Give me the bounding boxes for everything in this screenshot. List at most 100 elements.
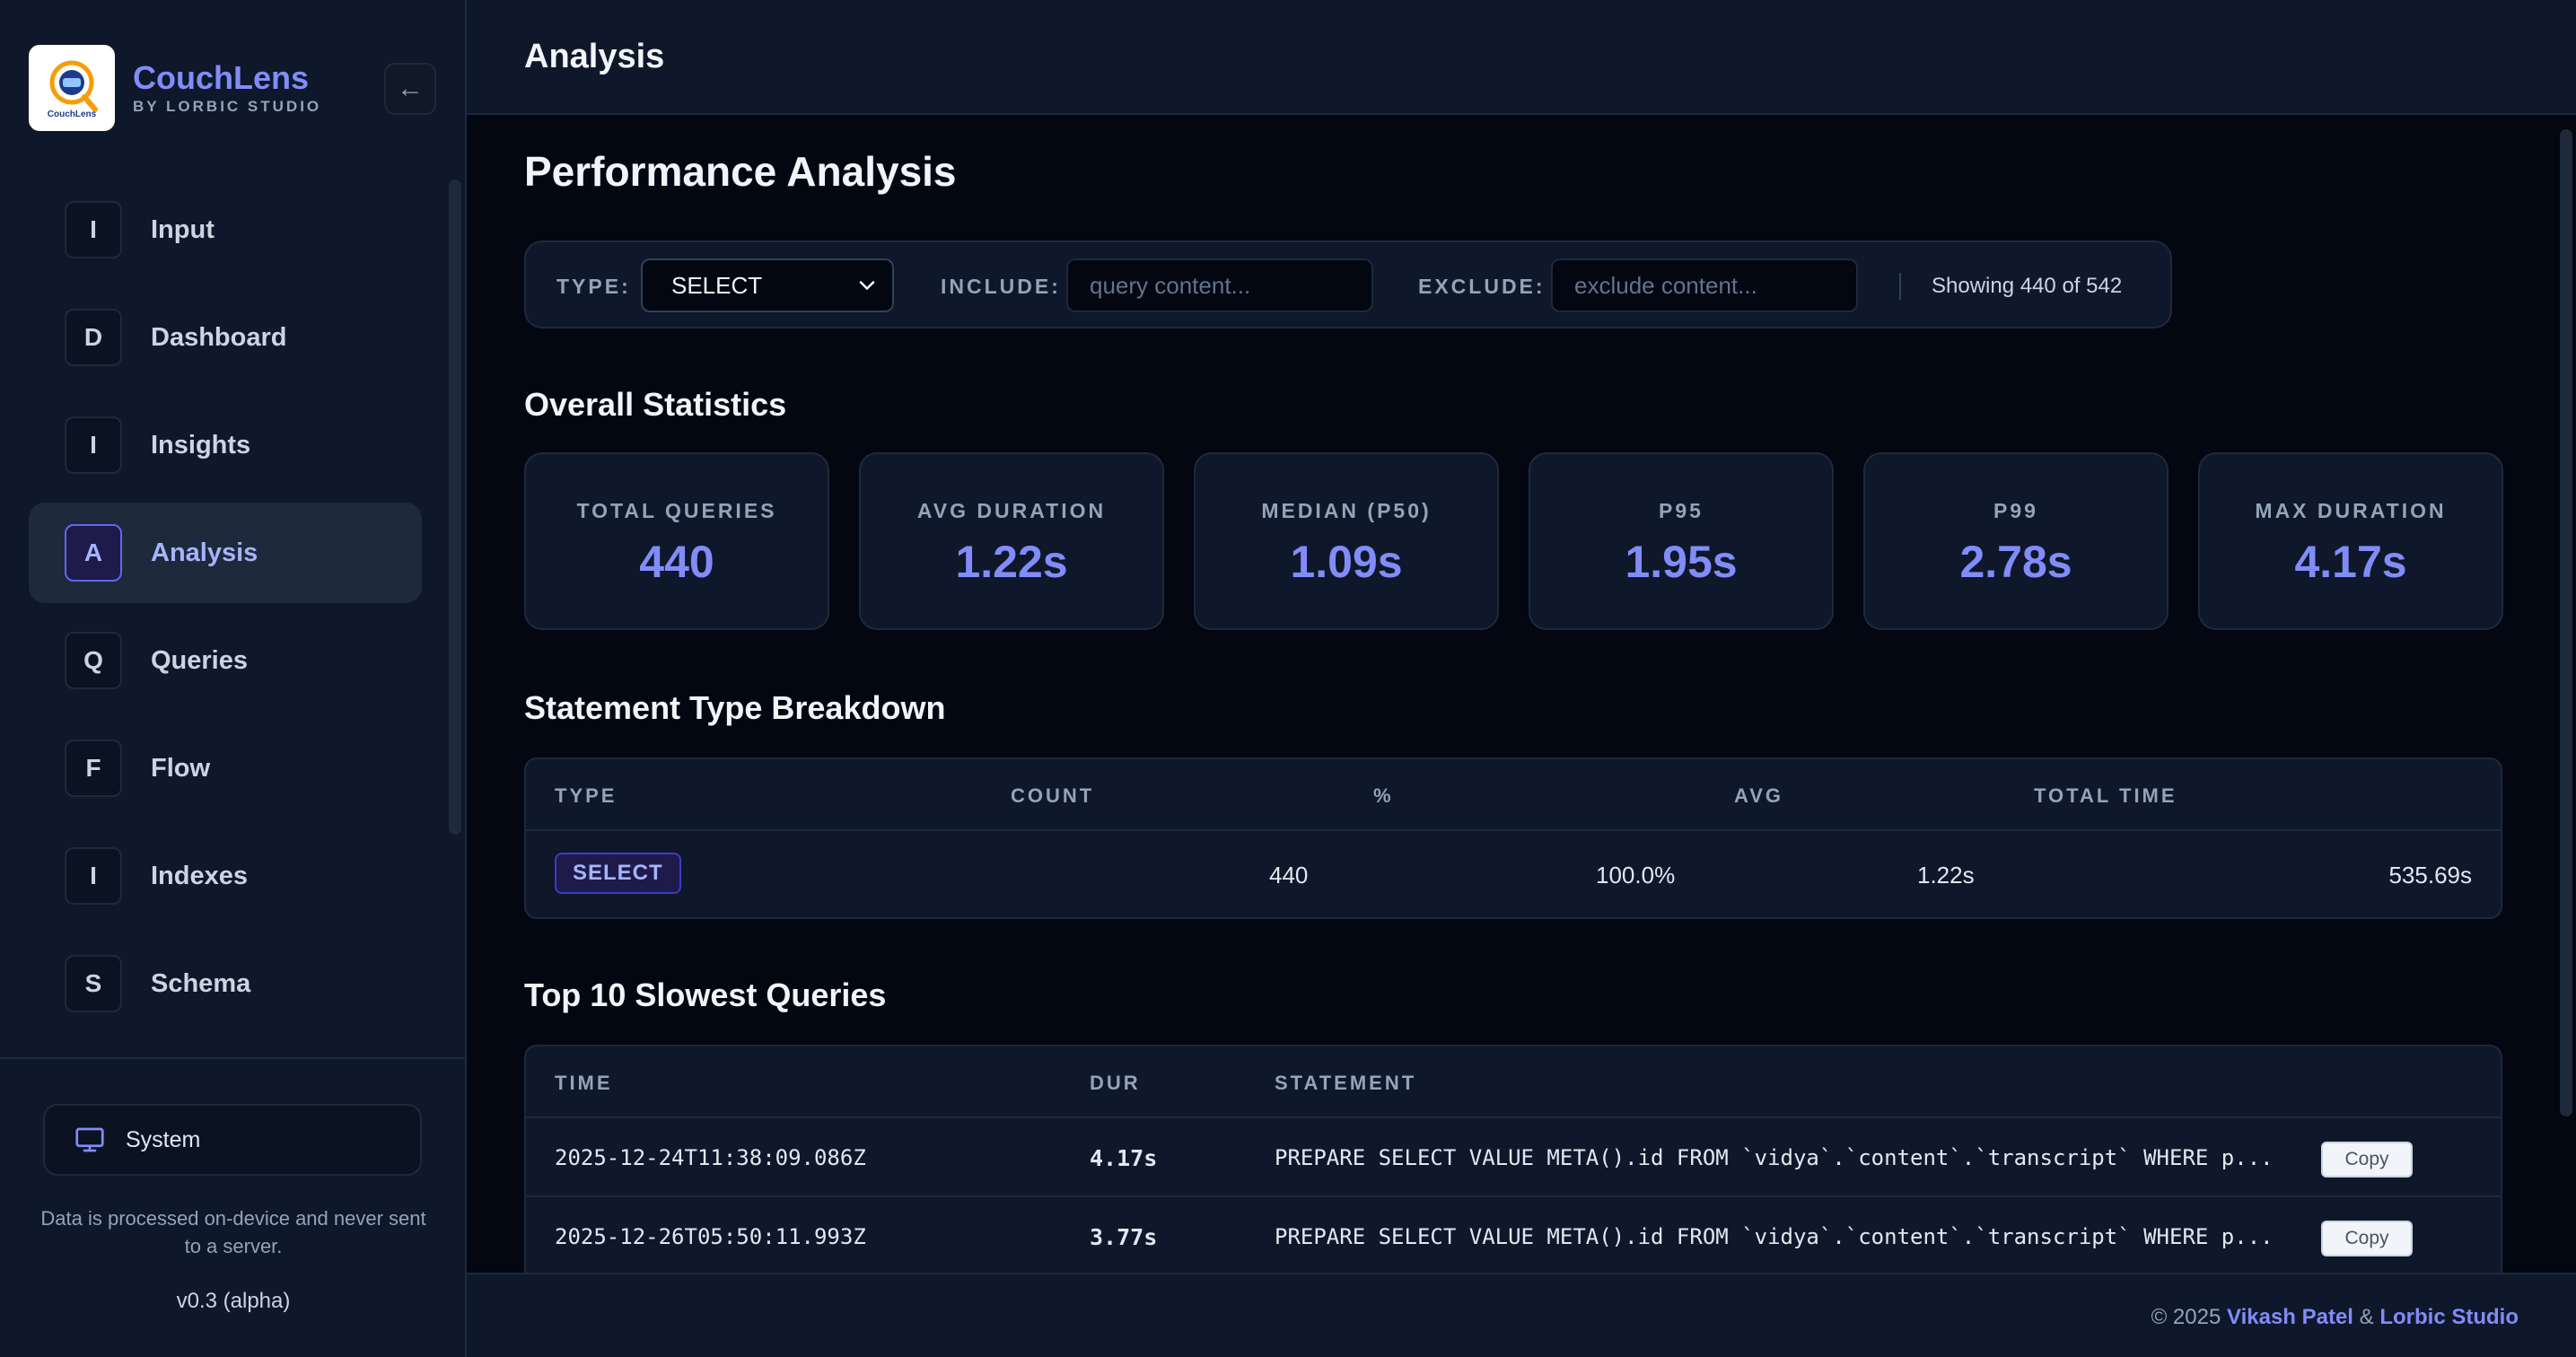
- sidebar-item-insights[interactable]: I Insights: [29, 395, 422, 495]
- monitor-icon: [75, 1127, 104, 1152]
- nav-label: Schema: [151, 968, 251, 998]
- type-filter-label: TYPE:: [556, 275, 631, 298]
- stat-value: 440: [639, 537, 714, 587]
- table-row: 2025-12-24T11:38:09.086Z 4.17s PREPARE SEL…: [526, 1118, 2501, 1197]
- nav-label: Insights: [151, 430, 251, 460]
- sidebar-nav: I Input D Dashboard I Insights A Analysis Q Queri…: [29, 179, 422, 1041]
- footer-credits: © 2025 Vikash Patel & Lorbic Studio: [2151, 1305, 2519, 1330]
- collapse-sidebar-button[interactable]: ←: [384, 63, 436, 115]
- query-duration: 4.17s: [1090, 1145, 1158, 1171]
- sidebar-item-indexes[interactable]: I Indexes: [29, 826, 422, 926]
- query-time: 2025-12-24T11:38:09.086Z: [555, 1145, 866, 1170]
- sidebar-item-analysis[interactable]: A Analysis: [29, 503, 422, 603]
- statement-type-badge: SELECT: [555, 853, 681, 894]
- table-row: 2025-12-26T05:50:11.993Z 3.77s PREPARE SEL…: [526, 1197, 2501, 1273]
- privacy-note: Data is processed on-device and never se…: [40, 1207, 426, 1257]
- col-type[interactable]: TYPE: [555, 784, 618, 807]
- copyright-text: © 2025: [2151, 1305, 2221, 1329]
- stat-label: P95: [1659, 499, 1704, 522]
- stat-card: P99 2.78s: [1863, 452, 2169, 630]
- arrow-left-icon: ←: [397, 74, 424, 103]
- stat-card: MEDIAN (P50) 1.09s: [1194, 452, 1499, 630]
- logo-text: CouchLens: [48, 109, 97, 119]
- ampersand: &: [2359, 1305, 2374, 1329]
- row-percent: 100.0%: [1596, 862, 1676, 889]
- type-filter-value: SELECT: [671, 271, 763, 299]
- type-filter-select[interactable]: SELECT: [641, 258, 894, 312]
- nav-label: Indexes: [151, 861, 248, 890]
- include-filter-input[interactable]: query content...: [1066, 258, 1373, 312]
- nav-badge: I: [65, 416, 122, 474]
- sidebar-scrollbar[interactable]: [449, 179, 461, 835]
- sidebar-item-schema[interactable]: S Schema: [29, 933, 422, 1034]
- exclude-filter-label: EXCLUDE:: [1418, 275, 1546, 298]
- theme-toggle-button[interactable]: System: [43, 1104, 422, 1176]
- include-placeholder: query content...: [1090, 271, 1251, 299]
- stat-value: 1.09s: [1290, 537, 1403, 587]
- col-total-time[interactable]: TOTAL TIME: [2034, 784, 2177, 807]
- row-total-time: 535.69s: [2388, 862, 2472, 889]
- stat-card: MAX DURATION 4.17s: [2198, 452, 2503, 630]
- exclude-placeholder: exclude content...: [1574, 271, 1757, 299]
- nav-badge: Q: [65, 632, 122, 689]
- nav-badge: I: [65, 201, 122, 258]
- breakdown-title: Statement Type Breakdown: [524, 689, 946, 726]
- col-duration[interactable]: DUR: [1090, 1072, 1141, 1094]
- nav-label: Input: [151, 214, 215, 244]
- sidebar-item-input[interactable]: I Input: [29, 179, 422, 280]
- result-count: Showing 440 of 542: [1932, 274, 2123, 298]
- stat-value: 2.78s: [1959, 537, 2072, 587]
- stat-label: MAX DURATION: [2255, 499, 2447, 522]
- studio-link[interactable]: Lorbic Studio: [2379, 1305, 2519, 1329]
- nav-badge: S: [65, 955, 122, 1012]
- query-statement: PREPARE SELECT VALUE META().id FROM `vid…: [1275, 1145, 2274, 1170]
- overall-stats-title: Overall Statistics: [524, 386, 787, 423]
- nav-badge: F: [65, 740, 122, 797]
- version-label: v0.3 (alpha): [176, 1289, 291, 1313]
- nav-label: Analysis: [151, 538, 258, 567]
- author-link[interactable]: Vikash Patel: [2227, 1305, 2353, 1329]
- filter-bar: TYPE: SELECT INCLUDE: query content... E…: [524, 241, 2172, 328]
- nav-badge: A: [65, 524, 122, 582]
- slowest-queries-title: Top 10 Slowest Queries: [524, 976, 887, 1013]
- query-time: 2025-12-26T05:50:11.993Z: [555, 1224, 866, 1249]
- col-count[interactable]: COUNT: [1011, 784, 1095, 807]
- chevron-down-icon: [859, 281, 875, 290]
- brand-text: CouchLens BY LORBIC STUDIO: [133, 60, 321, 116]
- brand: CouchLens CouchLens BY LORBIC STUDIO: [29, 45, 321, 131]
- header-title: Analysis: [524, 38, 665, 75]
- query-duration: 3.77s: [1090, 1224, 1158, 1250]
- stat-card: TOTAL QUERIES 440: [524, 452, 829, 630]
- nav-label: Dashboard: [151, 322, 287, 352]
- exclude-filter-input[interactable]: exclude content...: [1551, 258, 1858, 312]
- sidebar-item-dashboard[interactable]: D Dashboard: [29, 287, 422, 388]
- logo: CouchLens: [29, 45, 115, 131]
- sidebar: CouchLens CouchLens BY LORBIC STUDIO ← I…: [0, 0, 467, 1357]
- sidebar-item-flow[interactable]: F Flow: [29, 718, 422, 819]
- sidebar-item-queries[interactable]: Q Queries: [29, 610, 422, 711]
- copy-button[interactable]: Copy: [2321, 1142, 2413, 1178]
- stat-label: TOTAL QUERIES: [576, 499, 777, 522]
- copy-button[interactable]: Copy: [2321, 1221, 2413, 1256]
- stat-value: 1.95s: [1625, 537, 1738, 587]
- nav-badge: I: [65, 847, 122, 905]
- col-time[interactable]: TIME: [555, 1072, 613, 1094]
- sidebar-footer: System Data is processed on-device and n…: [0, 1057, 465, 1357]
- brand-subtitle: BY LORBIC STUDIO: [133, 98, 322, 115]
- include-filter-label: INCLUDE:: [941, 275, 1061, 298]
- slowest-queries-table: TIME DUR STATEMENT 2025-12-24T11:38:09.0…: [524, 1045, 2502, 1273]
- col-avg[interactable]: AVG: [1734, 784, 1784, 807]
- row-avg: 1.22s: [1917, 862, 1975, 889]
- table-row: SELECT 440 100.0% 1.22s 535.69s: [526, 831, 2501, 917]
- couchlens-logo-icon: CouchLens: [48, 60, 98, 119]
- col-percent[interactable]: %: [1373, 784, 1394, 807]
- col-statement[interactable]: STATEMENT: [1275, 1072, 1417, 1094]
- main-content: Performance Analysis TYPE: SELECT INCLUD…: [467, 115, 2576, 1273]
- stat-label: AVG DURATION: [916, 499, 1107, 522]
- main-scrollbar[interactable]: [2560, 129, 2572, 1116]
- stat-value: 4.17s: [2294, 537, 2407, 587]
- breakdown-header-row: TYPE COUNT % AVG TOTAL TIME: [526, 759, 2501, 831]
- brand-name: CouchLens: [133, 59, 310, 96]
- stat-value: 1.22s: [955, 537, 1068, 587]
